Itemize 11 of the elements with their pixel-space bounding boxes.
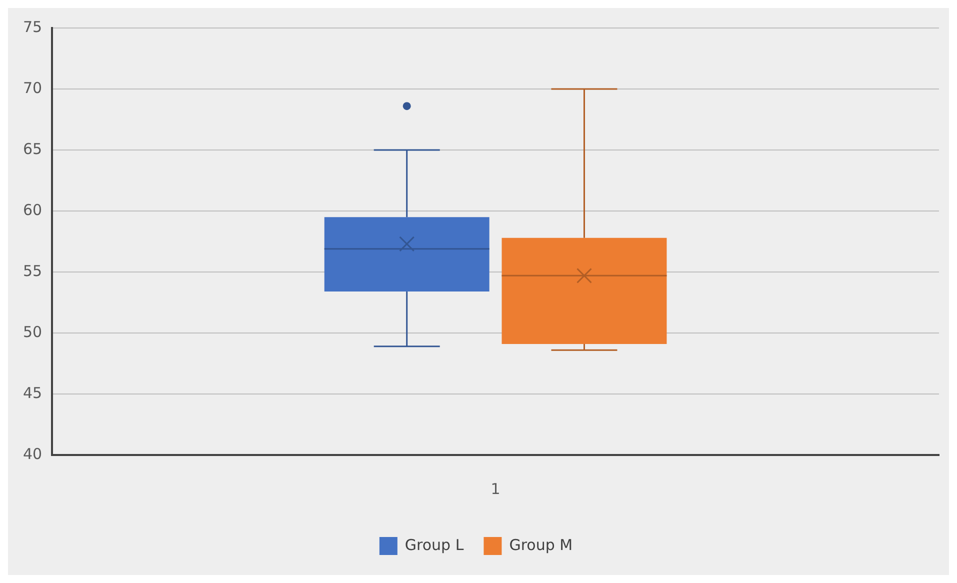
y-tick-label: 60 (22, 200, 42, 219)
legend-label: Group L (404, 536, 464, 554)
y-tick-label: 70 (22, 78, 42, 97)
y-tick-label: 55 (22, 262, 42, 280)
y-tick-label: 45 (22, 384, 42, 402)
y-tick-label: 65 (22, 140, 42, 158)
y-tick-label: 75 (22, 18, 42, 36)
legend-label: Group M (509, 536, 573, 554)
x-tick-label: 1 (490, 480, 500, 498)
y-tick-label: 50 (22, 322, 42, 341)
y-tick-label: 40 (22, 444, 42, 463)
